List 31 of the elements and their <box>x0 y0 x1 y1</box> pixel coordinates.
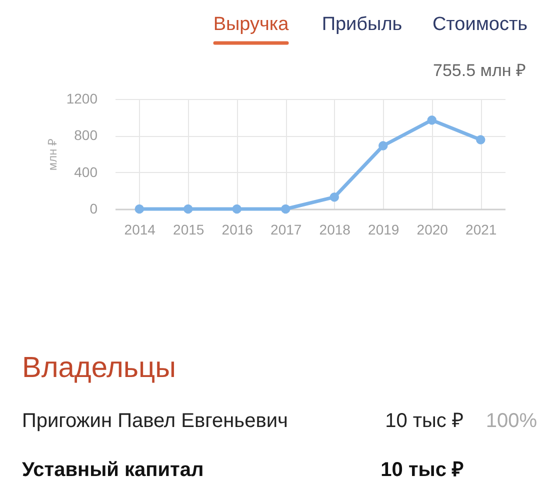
text: Пригожин Павел Евгеньевич <box>22 410 288 432</box>
point <box>476 135 486 144</box>
x-tick-label: 2016 <box>222 222 254 238</box>
point <box>134 204 144 214</box>
text: Прибыль <box>322 14 402 35</box>
point <box>281 204 290 214</box>
point <box>378 141 388 150</box>
x-tick-label: 2019 <box>368 222 400 238</box>
point <box>427 115 436 125</box>
point <box>232 204 242 214</box>
x-tick-label: 2015 <box>173 222 204 238</box>
text: 10 тыс ₽ <box>380 459 464 481</box>
text: 100% <box>486 410 538 432</box>
x-tick-label: 2017 <box>270 222 302 238</box>
x-tick-label: 2018 <box>319 222 351 238</box>
y-axis-title: млн ₽ <box>45 138 60 171</box>
y-tick-label: 1200 <box>66 90 98 106</box>
text: Стоимость <box>432 14 528 35</box>
y-tick-label: 800 <box>74 127 98 144</box>
x-tick-label: 2014 <box>124 222 156 238</box>
text: Уставный капитал <box>22 459 204 481</box>
point <box>330 192 339 202</box>
y-tick-label: 0 <box>90 200 98 216</box>
chart-title: Выручка <box>213 14 290 35</box>
point <box>184 204 193 214</box>
text: 10 тыс ₽ <box>385 410 464 432</box>
y-tick-label: 400 <box>74 164 98 180</box>
text: Владельцы <box>22 352 176 384</box>
x-tick-label: 2021 <box>466 222 497 238</box>
x-tick-label: 2020 <box>416 222 448 238</box>
text: 755.5 млн ₽ <box>433 61 526 80</box>
